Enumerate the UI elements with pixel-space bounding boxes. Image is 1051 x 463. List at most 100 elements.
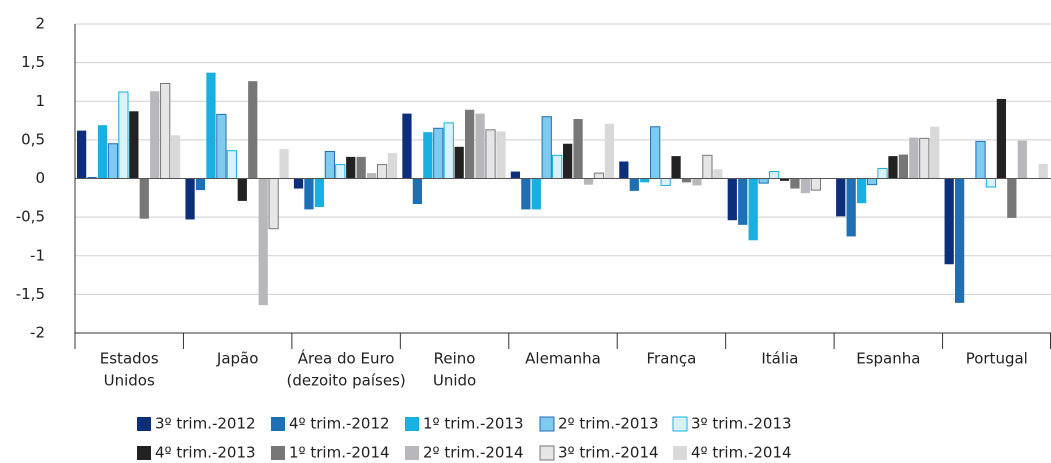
legend-swatch <box>405 417 419 431</box>
x-tick-label: Reino <box>434 350 476 368</box>
bar <box>356 156 366 179</box>
bar <box>836 178 846 217</box>
legend-swatch <box>539 416 555 432</box>
x-tick-label: Alemanha <box>525 350 601 368</box>
legend-label: 3º trim.-2014 <box>558 444 659 462</box>
bar <box>681 178 692 183</box>
bar <box>944 178 954 265</box>
legend-label: 1º trim.-2013 <box>423 415 524 433</box>
bar <box>800 178 811 194</box>
bar <box>985 178 997 188</box>
bar <box>955 178 965 303</box>
legend-swatch <box>137 417 151 431</box>
bar <box>454 146 464 179</box>
bar <box>346 156 356 179</box>
legend-label: 4º trim.-2012 <box>289 415 390 433</box>
bar <box>129 111 139 179</box>
bar <box>324 150 335 179</box>
bar <box>748 178 758 241</box>
bar <box>521 178 531 210</box>
bar <box>77 130 87 179</box>
bar <box>87 176 97 179</box>
bar <box>237 178 247 201</box>
y-tick-label: 0,5 <box>21 130 45 148</box>
x-tick-label: Estados <box>100 350 159 368</box>
legend-swatch <box>673 446 687 460</box>
bar <box>866 178 878 186</box>
legend-swatch <box>271 446 285 460</box>
bar <box>563 143 573 179</box>
x-tick-label: (dezoito países) <box>286 372 405 390</box>
bar <box>150 91 160 179</box>
bar <box>387 153 398 179</box>
bar <box>810 178 821 191</box>
bar <box>593 172 605 179</box>
bar <box>293 178 304 189</box>
bar <box>975 140 986 179</box>
x-tick-label: Japão <box>216 350 259 368</box>
bar <box>898 154 909 179</box>
y-tick-label: -2 <box>30 324 45 342</box>
bar <box>619 161 629 179</box>
x-tick-label: Área do Euro <box>298 349 395 368</box>
legend-swatch <box>405 446 419 460</box>
bar <box>604 123 615 179</box>
bar <box>692 178 702 186</box>
bar <box>97 125 108 179</box>
legend-swatch <box>137 446 151 460</box>
legend-label: 2º trim.-2014 <box>423 444 524 462</box>
bar <box>485 129 496 180</box>
legend-label: 4º trim.-2013 <box>155 444 256 462</box>
bar <box>160 82 171 179</box>
bar <box>376 164 388 180</box>
bar <box>268 178 279 230</box>
bar <box>758 178 769 184</box>
bar <box>475 113 485 179</box>
bar <box>779 178 790 181</box>
bar <box>640 178 650 183</box>
bar <box>552 154 563 179</box>
bar <box>139 178 149 219</box>
legend-swatch <box>672 416 688 432</box>
bar <box>304 178 314 210</box>
bar <box>335 164 346 180</box>
bar <box>541 116 552 179</box>
x-tick-label: França <box>647 350 697 368</box>
bar <box>185 178 195 220</box>
bar <box>465 109 475 179</box>
bar <box>790 178 800 189</box>
y-tick-label: 2 <box>35 15 45 33</box>
legend-label: 3º trim.-2012 <box>155 415 256 433</box>
legend-label: 2º trim.-2013 <box>558 415 659 433</box>
bar <box>1017 140 1027 179</box>
bar <box>433 127 444 180</box>
x-tick-label: Portugal <box>966 350 1028 368</box>
legend-swatch <box>271 417 285 431</box>
bar <box>248 81 258 179</box>
bar <box>650 126 661 179</box>
bar <box>909 137 919 179</box>
bar <box>402 113 412 179</box>
bar <box>118 91 129 179</box>
bar <box>919 137 930 179</box>
bar <box>1038 163 1048 179</box>
bar <box>660 178 671 186</box>
bar <box>857 178 867 204</box>
legend-swatch <box>539 445 555 461</box>
bar <box>996 98 1007 179</box>
bar <box>412 178 423 204</box>
x-tick-label: Itália <box>761 350 798 368</box>
x-tick-label: Unido <box>433 372 476 390</box>
legend-label: 4º trim.-2014 <box>691 444 792 462</box>
bar <box>531 178 541 210</box>
y-tick-label: -1 <box>30 246 45 264</box>
bar <box>279 149 289 179</box>
legend-label: 3º trim.-2013 <box>691 415 792 433</box>
bar <box>367 173 377 179</box>
bar <box>443 122 454 179</box>
y-tick-label: 0 <box>35 169 45 187</box>
bar <box>738 178 748 225</box>
bar <box>930 126 940 179</box>
bar <box>671 156 681 179</box>
